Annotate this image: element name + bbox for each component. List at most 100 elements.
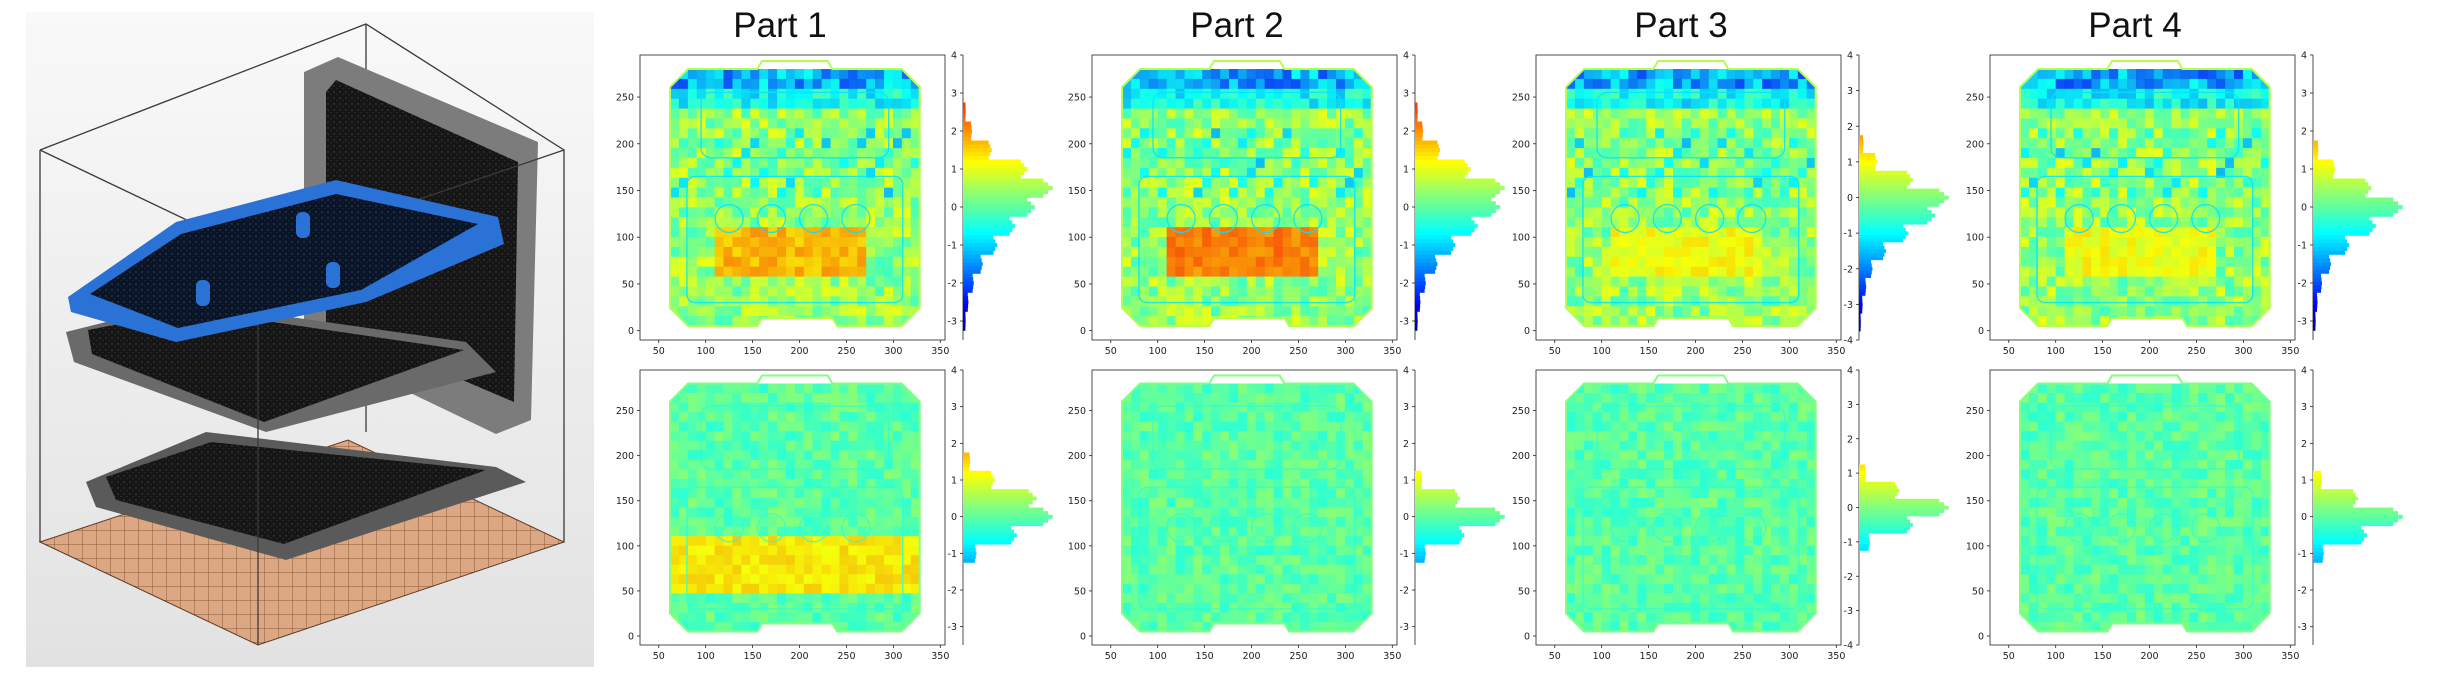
histogram-bar <box>1859 488 1900 493</box>
y-tick-label: 50 <box>1074 586 1086 597</box>
histogram-bar <box>2313 511 2399 516</box>
histogram-bar <box>2313 201 2399 206</box>
histogram-bar <box>1415 170 1468 175</box>
colorbar-tick-label: 1 <box>1403 476 1409 487</box>
histogram-bar <box>1859 495 1896 500</box>
x-tick-label: 150 <box>744 346 762 357</box>
colorbar-tick-label: 3 <box>951 402 957 413</box>
colorbar-tick-label: 4 <box>1847 366 1853 377</box>
histogram-bar <box>1859 509 1945 513</box>
colorbar-tick-label: -3 <box>1844 300 1853 311</box>
histogram-bar <box>1415 231 1472 236</box>
histogram-bar <box>963 205 1035 210</box>
deviation-field <box>2020 383 2270 632</box>
x-tick-label: 200 <box>2140 346 2158 357</box>
histogram-bar <box>1859 536 1870 541</box>
histogram-bar <box>1415 243 1456 248</box>
deviation-plot-part2-bottom: 50 100 150 200 250 300 350 0 50 100 150 200 250 -3 -2-… <box>1052 365 1512 680</box>
histogram-bar <box>1415 489 1456 494</box>
histogram-bar <box>2313 292 2318 297</box>
colorbar-tick-label: 0 <box>1403 512 1409 523</box>
histogram-bar <box>2313 250 2346 255</box>
histogram-bar <box>1859 540 1870 544</box>
histogram-bar <box>1415 540 1460 545</box>
histogram-bar <box>1415 311 1418 316</box>
colorbar-tick-label: 4 <box>951 366 957 377</box>
histogram-bar <box>2313 303 2318 308</box>
histogram-bar <box>1859 135 1864 140</box>
histogram-bar <box>963 106 966 111</box>
histogram-bar <box>1859 291 1866 296</box>
x-tick-label: 50 <box>1549 346 1561 357</box>
histogram-bar <box>2313 189 2369 194</box>
histogram-bar <box>1859 263 1872 268</box>
histogram-bar <box>1859 167 1876 172</box>
histogram-bar <box>2313 227 2373 232</box>
x-tick-label: 50 <box>1105 346 1117 357</box>
x-tick-label: 50 <box>653 346 665 357</box>
x-tick-label: 150 <box>1640 346 1658 357</box>
histogram-bar <box>1859 242 1884 246</box>
deviation-plot-part4-top: 50 100 150 200 250 300 350 0 50 100 150 200 250 -3 -2-… <box>1950 50 2410 360</box>
histogram-bar <box>963 315 966 320</box>
x-tick-label: 300 <box>1336 346 1354 357</box>
colorbar-tick-label: 0 <box>2301 512 2307 523</box>
y-tick-label: 0 <box>1080 631 1086 642</box>
build-volume-render <box>26 12 594 667</box>
histogram-bar <box>963 522 1044 527</box>
histogram-bar <box>1415 470 1422 475</box>
histogram-bar <box>1415 273 1425 278</box>
histogram-bar <box>2313 159 2334 164</box>
histogram-bar <box>1415 315 1418 320</box>
histogram-bar <box>1415 529 1462 534</box>
x-tick-label: 350 <box>931 651 949 662</box>
deviation-field <box>1122 383 1372 632</box>
histogram-bar <box>1415 518 1501 523</box>
histogram-bar <box>963 136 972 141</box>
y-tick-label: 100 <box>616 233 634 244</box>
histogram-bar <box>1859 220 1928 225</box>
y-tick-label: 100 <box>1068 541 1086 552</box>
axis-ticks: 50 100 150 200 250 300 350 0 50 100 150 200 250 <box>616 406 950 662</box>
histogram-bar <box>1859 481 1896 486</box>
histogram-bar <box>963 478 995 483</box>
histogram-bar <box>2313 277 2322 282</box>
colorbar-tick-label: 1 <box>951 165 957 176</box>
histogram-bar <box>963 459 971 464</box>
colorbar-tick-label: 0 <box>1403 203 1409 214</box>
y-tick-label: 100 <box>616 541 634 552</box>
histogram-bar <box>963 551 977 556</box>
histogram-bar <box>963 492 1033 497</box>
histogram-bar <box>963 155 989 160</box>
histogram-bar <box>963 197 1028 202</box>
colorbar-tick-label: -3 <box>1400 317 1409 328</box>
histogram-bar <box>963 129 972 134</box>
colorbar-tick-label: -1 <box>2298 549 2307 560</box>
histogram-bar <box>963 113 966 118</box>
histogram-bar <box>963 239 996 244</box>
histogram-bar <box>1415 148 1441 153</box>
x-tick-label: 100 <box>1149 651 1167 662</box>
histogram-bar <box>1859 185 1908 189</box>
histogram-bar <box>963 170 1025 175</box>
histogram-bar <box>1415 193 1496 198</box>
histogram-bar <box>963 265 982 270</box>
histogram-bar <box>1859 309 1863 314</box>
histogram-bar <box>1415 212 1492 217</box>
histogram-bar <box>1415 284 1426 289</box>
histogram-bar <box>2313 507 2394 512</box>
histogram-bar <box>1859 188 1940 193</box>
x-tick-label: 300 <box>1336 651 1354 662</box>
histogram-bar <box>963 144 991 149</box>
histogram-bar <box>1859 234 1906 239</box>
histogram-bar <box>963 463 970 468</box>
histogram-bar <box>1415 300 1421 305</box>
colorbar-tick-label: 3 <box>1403 89 1409 100</box>
histogram-bar <box>963 529 1015 534</box>
histogram-bar <box>2313 212 2394 217</box>
x-tick-label: 50 <box>2003 346 2015 357</box>
histogram-bar <box>963 452 970 457</box>
x-tick-label: 350 <box>1827 651 1845 662</box>
deviation-histogram: -3 -2 -1 0 1 2 3 4 <box>948 51 1053 340</box>
histogram-bar <box>963 300 969 305</box>
